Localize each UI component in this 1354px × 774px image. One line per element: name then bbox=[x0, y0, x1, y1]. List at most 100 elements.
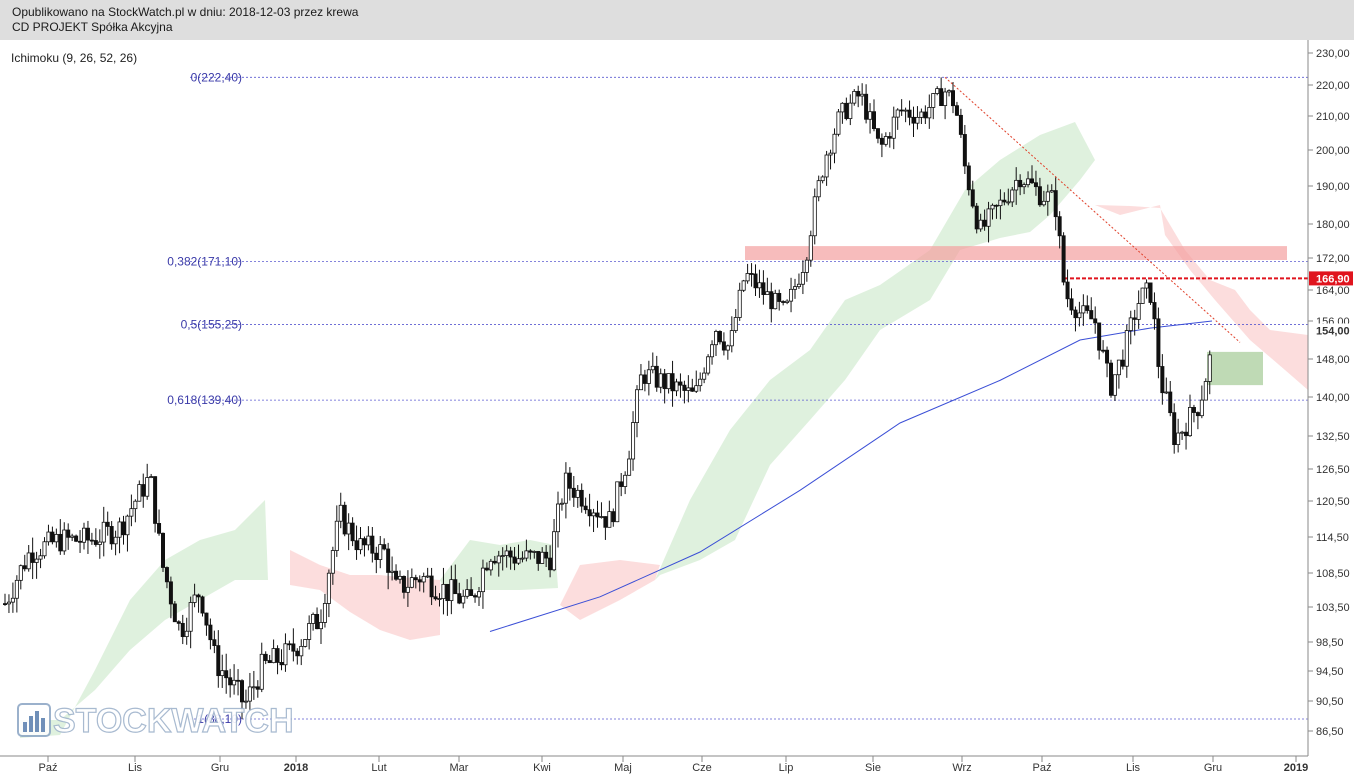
candle-body-down bbox=[1057, 216, 1062, 237]
candle-body-up bbox=[812, 196, 817, 237]
candle-body-up bbox=[919, 111, 924, 118]
candle bbox=[50, 526, 55, 545]
candle-body-down bbox=[1061, 235, 1066, 283]
candle bbox=[311, 612, 316, 631]
candle bbox=[951, 82, 956, 114]
candle bbox=[74, 534, 79, 543]
candle-body-down bbox=[66, 529, 71, 538]
candle-body-up bbox=[607, 511, 612, 528]
candle bbox=[1199, 385, 1204, 419]
candle bbox=[504, 545, 509, 568]
candle bbox=[769, 282, 774, 323]
candle-body-down bbox=[255, 686, 260, 690]
candle bbox=[70, 533, 75, 542]
candle bbox=[6, 594, 11, 614]
candle-body-down bbox=[1069, 298, 1074, 311]
candle bbox=[1018, 174, 1023, 196]
candle-body-up bbox=[773, 292, 778, 310]
candle-body-down bbox=[962, 134, 967, 167]
x-tick-label: Mar bbox=[450, 762, 469, 774]
candle bbox=[374, 546, 379, 574]
candle bbox=[204, 612, 209, 636]
candle-body-down bbox=[350, 522, 355, 542]
candle-body-up bbox=[97, 541, 102, 545]
x-tick-label: Kwi bbox=[533, 762, 551, 774]
candle-body-down bbox=[528, 550, 533, 553]
candle-body-down bbox=[180, 622, 185, 638]
candle bbox=[405, 570, 410, 607]
candle bbox=[255, 680, 260, 698]
candle-body-down bbox=[1097, 322, 1102, 351]
candle-body-down bbox=[196, 594, 201, 598]
candle bbox=[176, 620, 181, 631]
candle bbox=[342, 501, 347, 537]
publish-info: Opublikowano na StockWatch.pl w dniu: 20… bbox=[12, 5, 359, 19]
candle bbox=[1045, 184, 1050, 216]
candle-body-up bbox=[188, 602, 193, 632]
candle-body-up bbox=[26, 552, 31, 570]
candle-body-down bbox=[954, 105, 959, 116]
candle-body-down bbox=[1037, 186, 1042, 206]
candle bbox=[299, 639, 304, 666]
candle bbox=[1156, 307, 1161, 379]
candle bbox=[129, 494, 134, 527]
candle-body-up bbox=[500, 555, 505, 557]
candle-body-up bbox=[998, 199, 1003, 207]
candle-body-down bbox=[642, 374, 647, 384]
candle-body-up bbox=[14, 579, 19, 599]
candle bbox=[879, 133, 884, 158]
candle bbox=[911, 106, 916, 137]
candle-body-up bbox=[804, 259, 809, 273]
candle bbox=[295, 648, 300, 665]
candle-body-up bbox=[947, 90, 952, 93]
candle bbox=[1152, 292, 1157, 330]
candle bbox=[1168, 380, 1173, 417]
price-chart: 0(222,40) 0,382(171,10) 0,5(155,25) 0,618(1… bbox=[0, 40, 1353, 774]
candle-body-down bbox=[176, 621, 181, 624]
candle bbox=[1112, 374, 1117, 401]
candle bbox=[745, 263, 750, 284]
candle-body-down bbox=[236, 679, 241, 682]
candle-body-up bbox=[824, 154, 829, 178]
candle-body-down bbox=[611, 511, 616, 523]
candle-body-down bbox=[212, 639, 217, 647]
candle-body-down bbox=[958, 114, 963, 135]
candle bbox=[848, 94, 853, 126]
candle-body-up bbox=[820, 176, 825, 182]
candle-body-down bbox=[994, 204, 999, 207]
candle bbox=[370, 527, 375, 563]
y-tick-label: 114,50 bbox=[1316, 532, 1349, 544]
candle-body-down bbox=[864, 93, 869, 120]
candle bbox=[808, 230, 813, 267]
candle bbox=[690, 378, 695, 392]
candle-body-up bbox=[832, 133, 837, 154]
candle bbox=[931, 93, 936, 120]
x-tick-label: Wrz bbox=[952, 762, 971, 774]
candle-body-down bbox=[1002, 199, 1007, 203]
candle-body-up bbox=[184, 630, 189, 638]
candle-body-up bbox=[860, 93, 865, 97]
candle-body-up bbox=[378, 544, 383, 560]
candle bbox=[78, 530, 83, 553]
candle-body-down bbox=[58, 533, 63, 552]
candle-body-up bbox=[133, 500, 138, 510]
candle bbox=[1120, 349, 1125, 370]
candle bbox=[725, 344, 730, 360]
candle-body-up bbox=[816, 180, 821, 198]
indicator-label: Ichimoku (9, 26, 52, 26) bbox=[11, 51, 137, 65]
candle-body-down bbox=[141, 484, 146, 497]
candle bbox=[1014, 167, 1019, 205]
candle bbox=[303, 638, 308, 648]
y-tick-label: 164,00 bbox=[1316, 285, 1350, 297]
candle-body-up bbox=[303, 639, 308, 647]
candle-body-down bbox=[1105, 349, 1110, 364]
candle bbox=[820, 175, 825, 184]
candle bbox=[627, 450, 632, 476]
candle bbox=[962, 124, 967, 175]
candle bbox=[686, 375, 691, 403]
candle bbox=[216, 630, 221, 688]
candle bbox=[1081, 294, 1086, 326]
candle bbox=[236, 669, 241, 696]
cloud-bearish-0 bbox=[290, 550, 440, 640]
candle-body-down bbox=[567, 472, 572, 489]
